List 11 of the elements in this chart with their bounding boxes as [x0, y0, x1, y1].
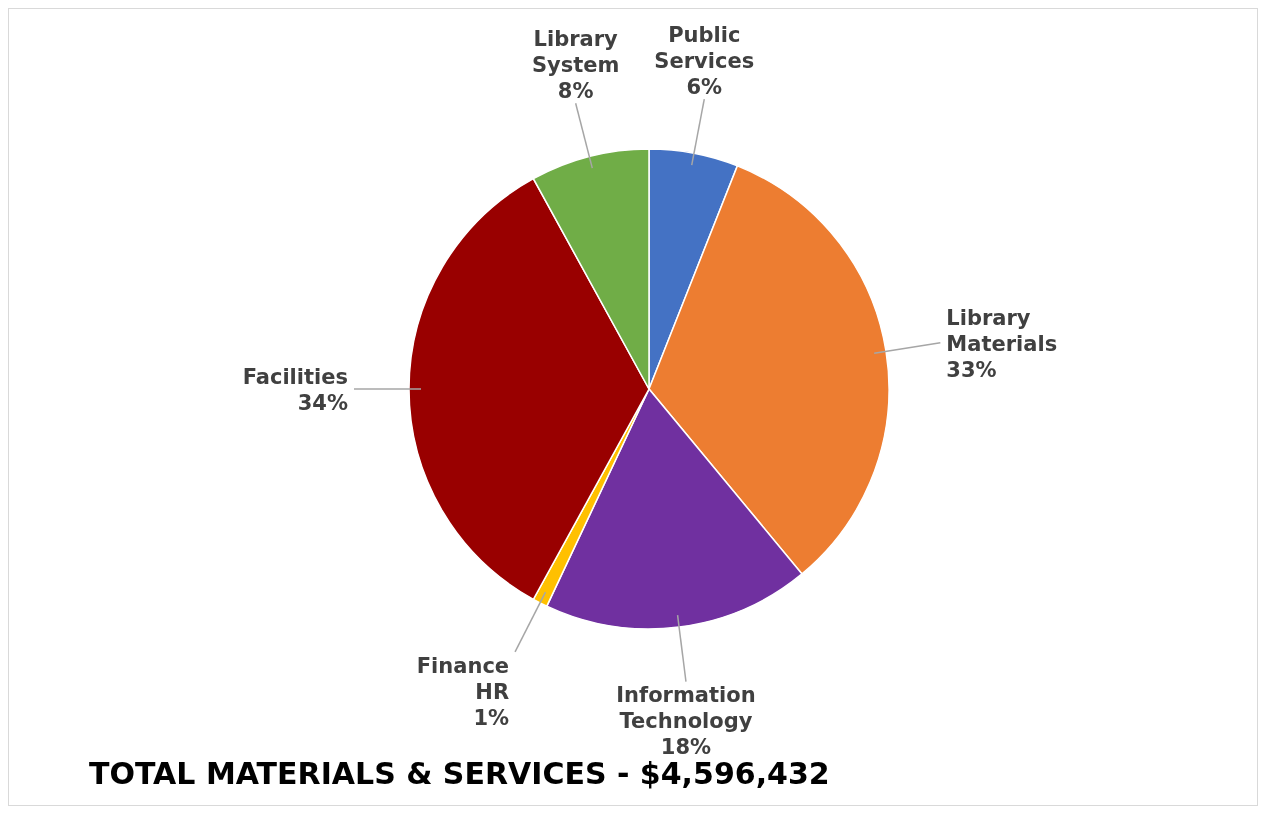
data-label: 1% — [473, 705, 510, 730]
slice-label: Public Services — [654, 23, 755, 74]
slice-label: Library System — [531, 27, 620, 78]
data-label: 34% — [297, 390, 348, 415]
data-label: 8% — [557, 79, 594, 104]
slice-label: Information Technology — [616, 683, 756, 734]
slice-label: Library Materials — [946, 305, 1058, 356]
data-label: 6% — [686, 75, 723, 100]
slice-label: Finance HR — [416, 653, 510, 704]
data-label: 33% — [946, 357, 997, 382]
slice-label: Facilities — [242, 364, 348, 389]
